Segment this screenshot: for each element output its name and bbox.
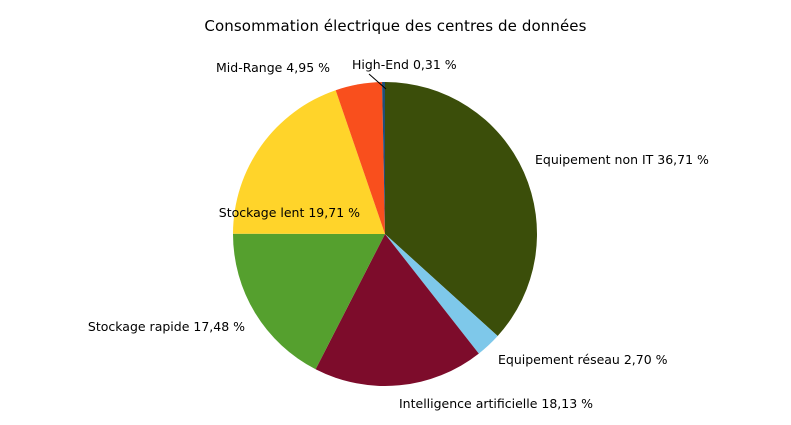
slice-label-mid-range: Mid-Range 4,95 % — [216, 60, 330, 75]
pie-slice-high-end — [382, 82, 385, 234]
slice-label-equipement-non-it: Equipement non IT 36,71 % — [535, 152, 709, 167]
pie-slice-stockage-rapide — [232, 233, 385, 370]
pie-slice-equipement-reseau — [385, 234, 498, 354]
pie-slice-equipement-non-it — [385, 82, 538, 337]
pie-slice-mid-range — [335, 82, 385, 234]
pie-slice-stockage-lent — [233, 90, 385, 234]
slice-label-high-end: High-End 0,31 % — [352, 57, 457, 72]
slice-label-stockage-lent: Stockage lent 19,71 % — [219, 205, 360, 220]
slice-label-equipement-reseau: Equipement réseau 2,70 % — [498, 352, 668, 367]
slice-label-intelligence-artificielle: Intelligence artificielle 18,13 % — [399, 396, 593, 411]
high-end-leader-line — [368, 73, 387, 90]
pie-slice-intelligence-artificielle — [315, 234, 479, 386]
chart-title: Consommation électrique des centres de d… — [204, 17, 587, 35]
slice-label-stockage-rapide: Stockage rapide 17,48 % — [88, 319, 245, 334]
